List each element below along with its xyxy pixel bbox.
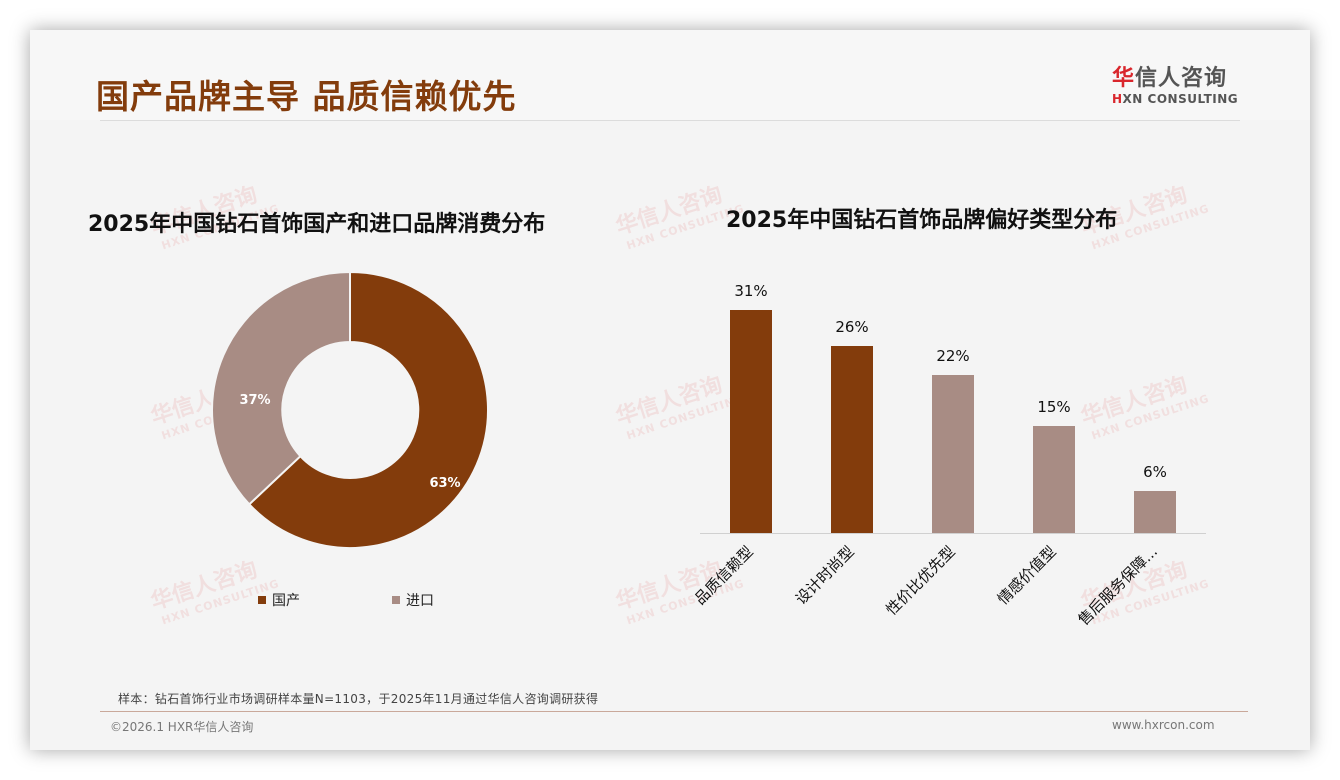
x-axis-line: [700, 533, 1206, 534]
legend-item-import[interactable]: 进口: [392, 590, 434, 610]
bar-value-label: 22%: [936, 347, 970, 365]
company-logo: 华信人咨询 HXN CONSULTING: [1112, 66, 1242, 106]
logo-en: HXN CONSULTING: [1112, 92, 1242, 106]
donut-chart-title: 2025年中国钻石首饰国产和进口品牌消费分布: [88, 212, 546, 237]
bar-design-fashion[interactable]: [831, 346, 873, 533]
logo-cn-first: 华: [1112, 66, 1136, 91]
x-axis-label: 情感价值型: [993, 542, 1060, 609]
donut-label-domestic: 63%: [429, 476, 460, 491]
sample-note: 样本：钻石首饰行业市场调研样本量N=1103，于2025年11月通过华信人咨询调…: [118, 692, 599, 706]
x-axis-label: 性价比优先型: [882, 542, 959, 619]
title-divider: [100, 120, 1240, 121]
page-title: 国产品牌主导 品质信赖优先: [96, 77, 517, 116]
bar-chart-title: 2025年中国钻石首饰品牌偏好类型分布: [726, 208, 1118, 233]
website-link[interactable]: www.hxrcon.com: [1112, 718, 1215, 732]
bar-emotional-value[interactable]: [1033, 426, 1075, 533]
slide: 国产品牌主导 品质信赖优先 华信人咨询 HXN CONSULTING 华信人咨询…: [30, 30, 1310, 750]
copyright: ©2026.1 HXR华信人咨询: [110, 720, 254, 734]
x-axis-label: 品质信赖型: [690, 542, 757, 609]
bar-value-for-money[interactable]: [932, 375, 974, 533]
bar-value-label: 6%: [1143, 463, 1167, 481]
donut-label-import: 37%: [239, 393, 270, 408]
logo-cn-rest: 信人咨询: [1135, 66, 1228, 91]
legend-label-domestic: 国产: [272, 593, 300, 609]
donut-slice-domestic[interactable]: [247, 270, 489, 549]
bar-value-label: 15%: [1037, 398, 1071, 416]
legend-swatch-import: [392, 596, 400, 604]
bar-value-label: 26%: [835, 318, 869, 336]
donut-chart: 63% 37%: [211, 270, 489, 549]
logo-en-first: H: [1112, 92, 1123, 106]
bar-quality-trust[interactable]: [730, 310, 772, 533]
logo-cn: 华信人咨询: [1112, 66, 1242, 92]
legend-swatch-domestic: [258, 596, 266, 604]
legend-label-import: 进口: [406, 593, 434, 609]
logo-en-rest: XN CONSULTING: [1122, 92, 1239, 106]
slide-header-band: [30, 30, 1310, 120]
footer-divider: [100, 711, 1248, 712]
bar-after-sales[interactable]: [1134, 491, 1176, 533]
legend-item-domestic[interactable]: 国产: [258, 590, 300, 610]
x-axis-label: 售后服务保障...: [1074, 542, 1161, 629]
donut-slice-import[interactable]: [211, 270, 351, 506]
x-axis-label: 设计时尚型: [791, 542, 858, 609]
bar-value-label: 31%: [734, 282, 768, 300]
